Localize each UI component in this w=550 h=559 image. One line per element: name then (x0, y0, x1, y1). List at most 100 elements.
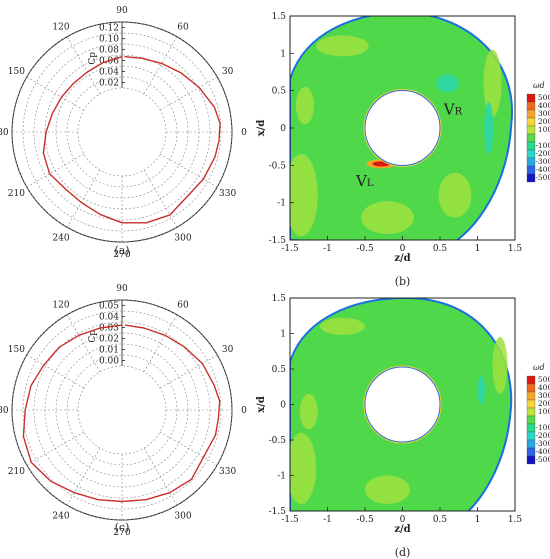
y-tick-label: 1.5 (272, 294, 287, 304)
vorticity-patch (492, 337, 508, 394)
legend-value: -4000 (535, 447, 550, 456)
x-tick-label: -1.5 (281, 244, 299, 254)
x-tick-label: 0 (400, 244, 406, 254)
x-tick-label: 1.5 (508, 515, 523, 525)
angle-gridline (159, 76, 218, 111)
legend-swatch (526, 447, 536, 457)
legend-value: 2000 (538, 399, 550, 408)
cylinder (364, 366, 441, 443)
x-tick-label: 0.5 (433, 515, 448, 525)
angle-tick-label: 90 (116, 6, 128, 16)
radial-gridline (77, 87, 167, 177)
y-tick-label: 0.5 (272, 87, 287, 97)
x-tick-label: -1 (323, 515, 332, 525)
legend-swatch (526, 439, 536, 449)
panel-caption: (a) (114, 244, 129, 257)
y-tick-label: 0 (280, 401, 286, 411)
radial-gridline (44, 332, 200, 488)
legend-value: 3000 (538, 109, 550, 118)
radial-tick-label: 0.12 (99, 24, 119, 34)
y-tick-label: -1 (277, 199, 286, 209)
legend-swatch (526, 407, 536, 417)
radial-tick-label: 0.06 (99, 57, 119, 67)
angle-tick-label: 330 (219, 189, 236, 199)
x-tick-label: -0.5 (356, 244, 374, 254)
vorticity-patch (361, 201, 414, 235)
angle-tick-label: 270 (113, 528, 130, 538)
angle-tick-label: 180 (0, 406, 9, 416)
legend-swatch (526, 125, 536, 135)
x-tick-label: 1 (475, 244, 481, 254)
x-tick-label: -1.5 (281, 515, 299, 525)
legend-swatch (526, 141, 536, 151)
legend-value: 3000 (538, 391, 550, 400)
panel-caption: (d) (395, 546, 411, 559)
angle-tick-label: 300 (174, 512, 191, 522)
x-tick-label: -1 (323, 244, 332, 254)
angle-tick-label: 150 (8, 67, 25, 77)
radial-gridline (33, 321, 211, 499)
angle-gridline (143, 36, 178, 95)
legend-title: ωd (533, 81, 545, 90)
radial-tick-label: 0.03 (99, 324, 119, 334)
legend-value: 5000 (538, 375, 550, 384)
angle-tick-label: 180 (0, 128, 9, 138)
cylinder (364, 90, 441, 166)
legend-swatch (526, 399, 536, 409)
polar-panel-c: 0.000.010.020.030.040.05 Cp 0 30 60 90 120 150 1… (0, 284, 247, 538)
legend-swatch (526, 165, 536, 175)
legend-value: -1000 (535, 423, 550, 432)
y-tick-label: -1 (277, 472, 286, 482)
legend-title: ωd (533, 363, 545, 372)
angle-tick-label: 0 (241, 406, 247, 416)
legend-swatch (526, 391, 536, 401)
vorticity-patch (484, 101, 494, 155)
radial-gridline (55, 343, 189, 477)
angle-tick-label: 240 (52, 234, 69, 244)
x-tick-label: 1 (475, 515, 481, 525)
x-axis-label: z/d (394, 524, 410, 535)
legend-value: -2000 (535, 149, 550, 158)
x-tick-label: 0 (400, 515, 406, 525)
vortex-annotation-subscript: L (367, 178, 374, 189)
y-axis-label: x/d (256, 120, 267, 137)
radial-gridline (55, 65, 189, 199)
contour-field (290, 298, 513, 511)
y-tick-label: 1 (280, 330, 286, 340)
radial-tick-label: 0.02 (99, 79, 119, 89)
radial-tick-label: 0.10 (99, 35, 119, 45)
x-tick-label: 1.5 (508, 244, 523, 254)
vorticity-patch (299, 393, 318, 430)
radial-axis-label: Cp (88, 330, 98, 343)
radial-gridline (77, 365, 167, 455)
contour-field (290, 16, 514, 240)
radial-tick-label: 0.08 (99, 46, 119, 56)
vorticity-patch (483, 49, 502, 117)
contour-panel-b: -1.5 -1 -0.5 0 0.5 1 1.5 -1.5 -1 -0.5 0 0.5 1 1.5 z/d x… (256, 12, 550, 288)
angle-tick-label: 0 (241, 128, 247, 138)
radial-gridline (44, 54, 200, 210)
legend-value: -2000 (535, 431, 550, 440)
legend-swatch (526, 455, 536, 465)
vorticity-patch (477, 376, 485, 405)
y-tick-label: -1.5 (269, 507, 287, 517)
legend-value: 1000 (538, 407, 550, 416)
vorticity-patch (296, 86, 314, 125)
legend-swatch (526, 431, 536, 441)
radial-gridline (66, 354, 178, 466)
legend-value: 4000 (538, 383, 550, 392)
radial-gridline (33, 43, 211, 221)
legend-swatch (526, 157, 536, 167)
y-tick-label: 1.5 (272, 12, 287, 22)
panel-caption: (c) (115, 521, 130, 534)
angle-tick-label: 270 (113, 250, 130, 260)
legend-swatch (526, 423, 536, 433)
legend-value: 4000 (538, 101, 550, 110)
legend-value: 5000 (538, 93, 550, 102)
legend-swatch (526, 173, 536, 183)
x-tick-label: 0.5 (433, 244, 448, 254)
panel-caption: (b) (395, 275, 411, 288)
y-tick-label: 0.5 (272, 365, 287, 375)
vortex-annotation-subscript: R (455, 107, 463, 118)
